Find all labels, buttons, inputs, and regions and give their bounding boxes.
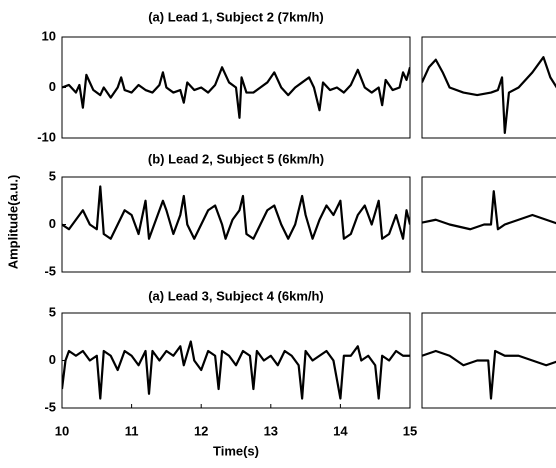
y-tick-label: 0	[49, 352, 56, 367]
plot-frame	[61, 36, 411, 139]
panel-title: (a) Lead 1, Subject 2 (7km/h)	[148, 9, 324, 24]
x-axis-label: Time(s)	[213, 443, 259, 458]
x-tick-label: 14	[333, 423, 348, 438]
plot-frame	[61, 312, 411, 409]
y-tick-label: 10	[42, 28, 56, 43]
signal-line	[62, 185, 410, 240]
plot-frame	[421, 176, 556, 273]
x-tick-label: 12	[194, 423, 208, 438]
x-tick-label: 13	[264, 423, 278, 438]
panel-title: (b) Lead 2, Subject 5 (6km/h)	[148, 151, 324, 166]
y-tick-label: -10	[37, 129, 56, 144]
y-tick-label: 5	[49, 304, 56, 319]
y-tick-label: 0	[49, 216, 56, 231]
signal-line	[62, 66, 410, 119]
signal-line	[422, 190, 556, 231]
y-tick-label: 5	[49, 168, 56, 183]
x-tick-label: 10	[55, 423, 69, 438]
y-tick-label: 0	[49, 79, 56, 94]
signal-line	[422, 349, 556, 400]
signal-line	[62, 340, 410, 400]
x-tick-label: 11	[125, 423, 139, 438]
plot-frame	[421, 36, 556, 139]
signal-line	[422, 56, 556, 135]
y-axis-label: Amplitude(a.u.)	[5, 175, 20, 270]
panel-title: (a) Lead 3, Subject 4 (6km/h)	[148, 288, 324, 303]
plot-frame	[61, 176, 411, 273]
y-tick-label: -5	[44, 399, 56, 414]
plot-frame	[421, 312, 556, 409]
x-tick-label: 15	[403, 423, 417, 438]
y-tick-label: -5	[44, 263, 56, 278]
